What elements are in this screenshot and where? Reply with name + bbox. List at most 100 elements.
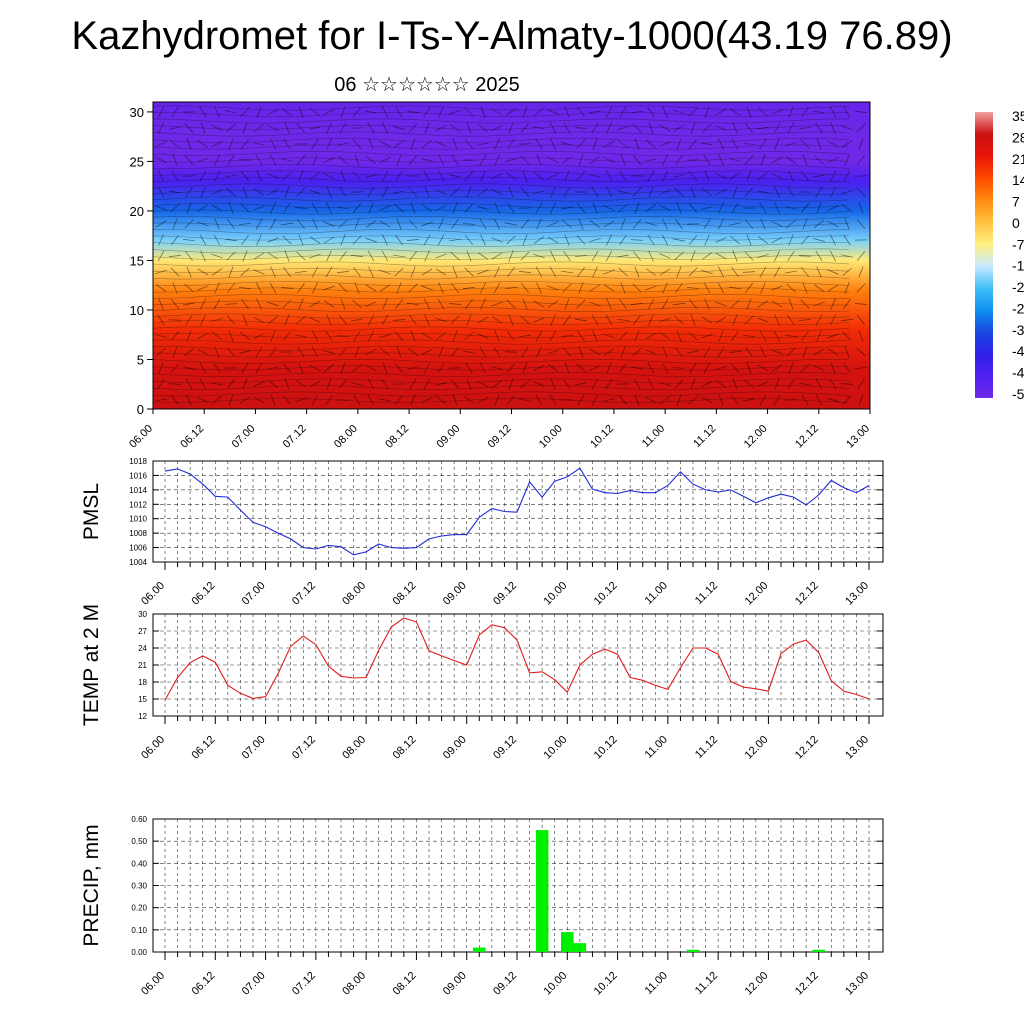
colorbar-gradient xyxy=(975,112,993,398)
heat-time-label: 07.00 xyxy=(230,423,258,451)
precip-y-tick-label: 0.40 xyxy=(131,859,147,868)
y-tick-label: 30 xyxy=(130,105,144,120)
wind-barbs xyxy=(155,106,868,406)
pmsl-time-label: 07.12 xyxy=(290,580,318,608)
pmsl-time-label: 06.12 xyxy=(189,580,217,608)
colorbar-label: 14 xyxy=(1012,172,1024,188)
pmsl-time-label: 12.12 xyxy=(793,580,821,608)
pmsl-time-label: 10.12 xyxy=(592,580,620,608)
temp-time-label: 09.12 xyxy=(491,734,519,762)
precip-time-label: 13.00 xyxy=(843,970,871,998)
colorbar-label: 7 xyxy=(1012,194,1020,210)
precip-y-tick-label: 0.50 xyxy=(131,837,147,846)
colorbar-label: -7 xyxy=(1012,236,1024,252)
precip-bar xyxy=(812,949,825,952)
precip-y-tick-label: 0.30 xyxy=(131,882,147,891)
temp-time-label: 13.00 xyxy=(843,734,871,762)
cross-section-panel: 0 5 10 15 20 25 30 06.00 06.12 07.00 07.12 08.00 08.… xyxy=(127,101,872,451)
precip-time-label: 07.12 xyxy=(290,970,318,998)
precip-time-label: 07.00 xyxy=(240,970,268,998)
precip-bar xyxy=(535,830,549,952)
y-tick-label: 5 xyxy=(137,352,144,367)
heat-time-label: 11.12 xyxy=(691,423,718,450)
precip-y-tick-label: 0.20 xyxy=(131,904,147,913)
temp-time-label: 10.12 xyxy=(592,734,620,762)
precip-bar xyxy=(561,932,574,952)
pmsl-time-label: 11.12 xyxy=(693,580,720,607)
colorbar: 35 28 21 14 7 0 -7 -14 -21 -28 -35 -42 -49 -56 xyxy=(975,108,1024,402)
temp-y-tick-label: 15 xyxy=(138,695,147,704)
temp-time-label: 11.12 xyxy=(693,734,720,761)
colorbar-label: -21 xyxy=(1012,279,1024,295)
colorbar-label: -28 xyxy=(1012,300,1024,316)
precip-time-label: 09.12 xyxy=(491,970,519,998)
precip-time-label: 09.00 xyxy=(441,970,469,998)
wind-streamlines xyxy=(152,105,850,404)
heat-time-label: 13.00 xyxy=(844,423,872,451)
heat-time-label: 06.12 xyxy=(178,423,206,451)
pmsl-panel: 1004 1006 1008 1010 1012 1014 1016 1018 PMSL 06.0… xyxy=(80,457,884,608)
precip-time-label: 06.12 xyxy=(189,970,217,998)
pmsl-line xyxy=(164,467,870,556)
temperature-panel: 12 15 18 21 24 27 30 TEMP at 2 M 06.00 06.12 07.00… xyxy=(80,604,884,762)
pmsl-time-label: 09.00 xyxy=(441,580,469,608)
chart-subtitle: 06 ☆☆☆☆☆☆ 2025 xyxy=(334,74,520,96)
pmsl-ylabel: PMSL xyxy=(80,483,103,540)
temp-time-label: 10.00 xyxy=(541,734,569,762)
precip-time-label: 10.12 xyxy=(592,970,620,998)
heat-time-label: 11.00 xyxy=(640,423,667,450)
y-tick-label: 25 xyxy=(130,154,144,169)
pmsl-y-tick-label: 1016 xyxy=(129,471,147,480)
temp-time-label: 12.12 xyxy=(793,734,821,762)
heat-time-label: 08.00 xyxy=(332,423,360,451)
temp-time-label: 06.12 xyxy=(189,734,217,762)
precip-time-label: 10.00 xyxy=(541,970,569,998)
temp-time-label: 11.00 xyxy=(643,734,670,761)
y-tick-label: 10 xyxy=(130,303,144,318)
y-tick-label: 15 xyxy=(130,253,144,268)
pmsl-time-label: 11.00 xyxy=(643,580,670,607)
heat-time-label: 12.12 xyxy=(793,423,821,451)
pmsl-y-tick-label: 1004 xyxy=(129,558,147,567)
heat-time-label: 12.00 xyxy=(742,423,770,451)
y-tick-label: 0 xyxy=(137,402,144,417)
colorbar-label: 28 xyxy=(1012,129,1024,145)
precip-time-label: 06.00 xyxy=(139,970,167,998)
colorbar-label: 0 xyxy=(1012,215,1020,231)
colorbar-label: -42 xyxy=(1012,343,1024,359)
pmsl-time-label: 08.00 xyxy=(340,580,368,608)
precipitation-panel: 0.00 0.10 0.20 0.30 0.40 0.50 0.60 PRECIP, mm 06… xyxy=(80,815,884,998)
pmsl-time-label: 12.00 xyxy=(743,580,771,608)
heat-time-label: 09.00 xyxy=(434,423,462,451)
pmsl-time-label: 06.00 xyxy=(139,580,167,608)
temp-y-tick-label: 30 xyxy=(138,610,147,619)
temp-time-label: 12.00 xyxy=(743,734,771,762)
pmsl-time-label: 08.12 xyxy=(391,580,419,608)
temp-time-label: 07.00 xyxy=(240,734,268,762)
heat-time-label: 07.12 xyxy=(281,423,309,451)
precip-bar xyxy=(473,947,486,952)
temp-y-tick-label: 27 xyxy=(138,627,147,636)
pmsl-time-label: 10.00 xyxy=(541,580,569,608)
pmsl-y-tick-label: 1006 xyxy=(129,544,147,553)
pmsl-y-tick-label: 1010 xyxy=(129,515,147,524)
heat-time-label: 06.00 xyxy=(127,423,155,451)
colorbar-label: -49 xyxy=(1012,365,1024,381)
precip-time-label: 08.12 xyxy=(391,970,419,998)
precip-time-label: 12.00 xyxy=(743,970,771,998)
precip-time-label: 12.12 xyxy=(793,970,821,998)
pmsl-time-label: 13.00 xyxy=(843,580,871,608)
pmsl-y-tick-label: 1018 xyxy=(129,457,147,466)
precip-y-tick-label: 0.60 xyxy=(131,815,147,824)
temp-line xyxy=(164,617,870,701)
temp-y-tick-label: 24 xyxy=(138,644,147,653)
precip-y-tick-label: 0.10 xyxy=(131,926,147,935)
pmsl-time-label: 07.00 xyxy=(240,580,268,608)
temp-time-label: 09.00 xyxy=(441,734,469,762)
heat-time-label: 09.12 xyxy=(486,423,514,451)
y-tick-label: 20 xyxy=(130,204,144,219)
precip-time-label: 11.00 xyxy=(643,970,670,997)
temp-y-tick-label: 12 xyxy=(138,712,147,721)
pmsl-y-tick-label: 1014 xyxy=(129,486,147,495)
